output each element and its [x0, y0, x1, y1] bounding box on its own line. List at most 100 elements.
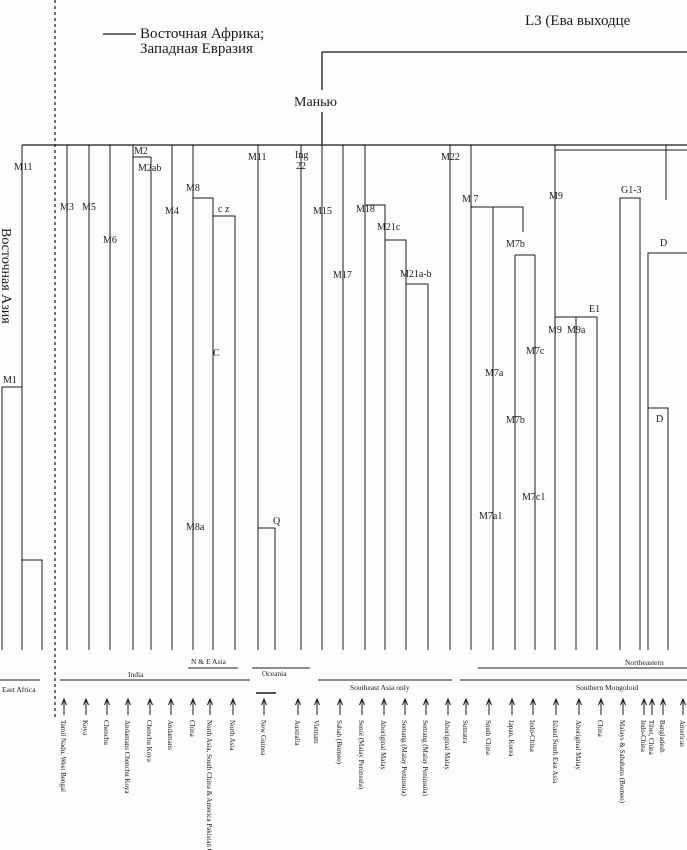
q-branch: [258, 527, 276, 650]
population-arrow: [445, 697, 451, 715]
d-sub: [648, 407, 669, 650]
hap-g13: G1-3: [621, 185, 642, 196]
population-arrow: [83, 697, 89, 715]
hap-m7b-top: M7b: [506, 239, 525, 250]
population-arrow: [190, 697, 196, 715]
population-label: Sabah (Borneo): [335, 720, 343, 765]
region-northeast: Northeastern: [625, 658, 664, 667]
side-label: Восточная Азия: [0, 228, 13, 324]
population-arrow: [486, 697, 492, 715]
population-arrow: [125, 697, 131, 715]
hap-m9-top: M9: [549, 191, 563, 202]
population-arrow: [598, 697, 604, 715]
population-arrow: [402, 697, 408, 715]
hap-cz: c z: [218, 204, 230, 215]
hap-q: Q: [273, 516, 281, 527]
population-arrow: [463, 697, 469, 715]
hap-m18: M18: [356, 204, 375, 215]
hap-m6: M6: [103, 235, 117, 246]
population-label: Senoi (Malay Peninsula): [357, 720, 365, 790]
population-label: Aboriginal Malay: [574, 720, 582, 770]
population-label: Island South East Asia: [551, 720, 559, 784]
population-label: China: [596, 720, 604, 738]
region-se-asia: Southeast Asia only: [350, 683, 410, 692]
region-india: India: [128, 670, 144, 679]
hap-m7c: M7c: [526, 346, 545, 357]
population-arrow: [660, 697, 666, 715]
hap-m7a: M7a: [485, 368, 504, 379]
m21-sub: [385, 239, 407, 650]
population-label: China: [188, 720, 196, 738]
population-label: Australia: [293, 720, 301, 747]
population-label: Malays & Sabahans (Borneo): [618, 720, 626, 804]
hap-ing: Ing: [295, 150, 308, 161]
hap-22: 22: [296, 161, 306, 172]
hap-m15: M15: [313, 206, 332, 217]
legend-text-1: Восточная Африка;: [140, 26, 264, 42]
population-arrow: [359, 697, 365, 715]
population-label: Semang (Malay Peninsula): [421, 720, 429, 796]
hap-m5: M5: [82, 202, 96, 213]
hap-m21ab: M21a-b: [400, 269, 432, 280]
hap-m11-left: M11: [14, 162, 33, 173]
population-arrow: [207, 697, 213, 715]
hap-m11-mid: M11: [248, 152, 267, 163]
population-arrow: [530, 697, 536, 715]
population-arrow: [620, 697, 626, 715]
population-label: Chenchu Koya: [145, 720, 153, 763]
hap-m22: M22: [441, 152, 460, 163]
hap-d-mid: D: [656, 414, 663, 425]
population-label: Vietnam: [312, 720, 320, 744]
population-label: North Asia: [228, 720, 236, 751]
hap-m7b-mid: M7b: [506, 415, 525, 426]
population-arrow: [230, 697, 236, 715]
population-arrow: [576, 697, 582, 715]
population-arrow: [509, 697, 515, 715]
hap-d-top: D: [660, 238, 667, 249]
hap-m7-top: M 7: [462, 194, 478, 205]
hap-m7a1: M7a1: [479, 511, 502, 522]
population-arrow: [680, 697, 686, 715]
population-label: New Guinea: [259, 720, 267, 756]
m21c-branch: [365, 204, 386, 650]
root-label: Манью: [294, 95, 337, 110]
hap-m9: M9: [548, 325, 562, 336]
hap-m4: M4: [165, 206, 179, 217]
m21ab-branch: [406, 283, 429, 650]
population-labels: Tamil Nadu, West Bengal Koya Chenchu Andama…: [59, 697, 686, 850]
population-arrow: [295, 697, 301, 715]
population-label: Koya: [81, 720, 89, 736]
population-label: Americas: [678, 720, 686, 747]
m1-sub: [22, 559, 43, 650]
population-arrow: [104, 697, 110, 715]
region-oceania: Oceania: [262, 669, 287, 678]
hap-m8: M8: [186, 183, 200, 194]
population-label: North Asia, South China & America Pakist…: [205, 720, 213, 850]
population-label: Japan, Korea: [507, 720, 515, 757]
population-label: Aboriginal Malay: [379, 720, 387, 770]
population-arrow: [649, 697, 655, 715]
population-arrow: [337, 697, 343, 715]
population-arrow: [168, 697, 174, 715]
m7-split: [471, 206, 524, 232]
legend-text-2: Западная Евразия: [140, 41, 253, 57]
population-label: Indo-China: [528, 720, 536, 753]
region-ne-asia: N & E Asia: [191, 657, 226, 666]
g13-branch: [619, 197, 641, 650]
hap-m2ab: M2ab: [138, 163, 161, 174]
hap-m1: M1: [3, 375, 17, 386]
population-label: Bangladesh: [658, 720, 666, 753]
z-branch: [213, 215, 236, 650]
hap-m3: M3: [60, 202, 74, 213]
population-label: Semang (Malay Peninsula): [400, 720, 408, 796]
population-arrow: [553, 697, 559, 715]
population-label: South China: [484, 720, 492, 756]
population-arrow: [147, 697, 153, 715]
hap-m2: M2: [134, 146, 148, 157]
population-label: Andamans Chenchu Koya: [123, 720, 131, 794]
population-arrow: [381, 697, 387, 715]
d-branch: [647, 252, 687, 650]
population-label: Tamil Nadu, West Bengal: [59, 720, 67, 792]
